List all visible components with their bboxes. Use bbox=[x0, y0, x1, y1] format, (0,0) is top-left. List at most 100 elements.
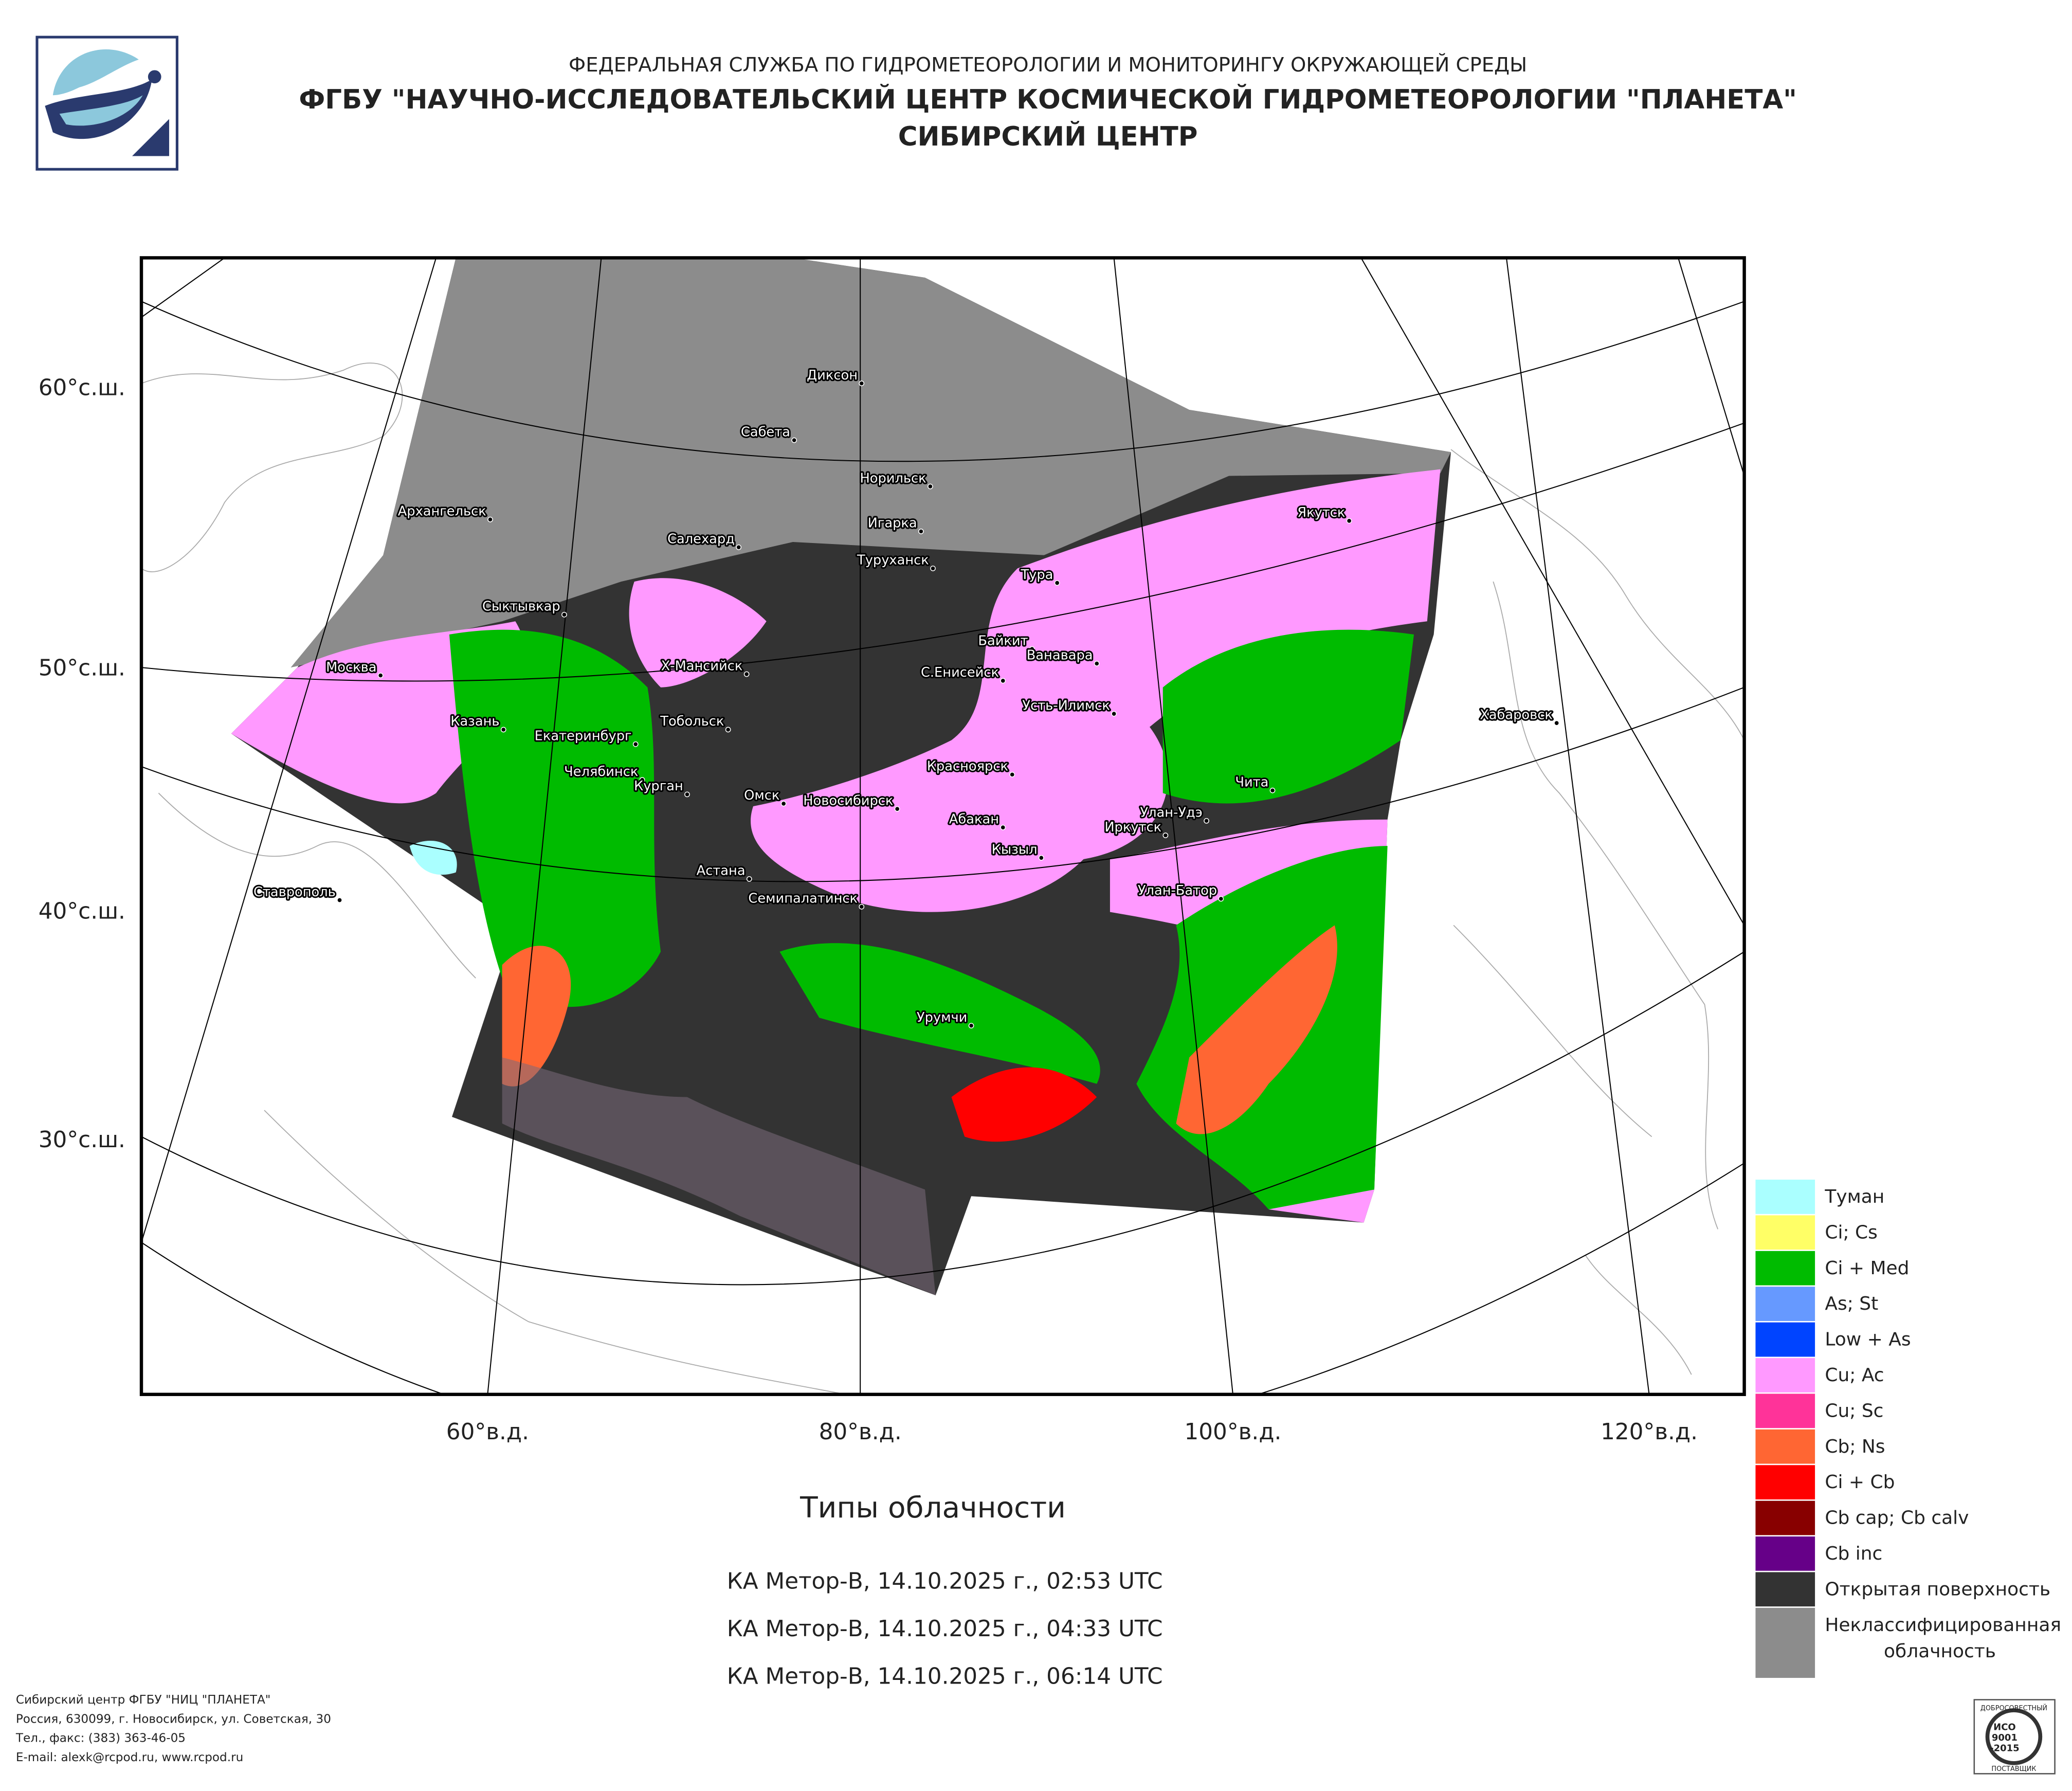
city-dot bbox=[639, 777, 645, 783]
city-dot bbox=[736, 544, 742, 550]
city-dot bbox=[377, 673, 384, 678]
map-frame bbox=[139, 256, 1746, 1396]
footer-line: Тел., факс: (383) 363-46-05 bbox=[15, 1732, 186, 1745]
city-dot bbox=[746, 876, 752, 882]
lon-label: 80°в.д. bbox=[819, 1419, 902, 1445]
city-dot bbox=[1038, 855, 1044, 861]
legend-label: Неклассифицированная bbox=[1825, 1615, 2061, 1636]
city-label: Якутск bbox=[1297, 505, 1345, 520]
passes: КА Метор-B, 14.10.2025 г., 02:53 UTC КА М… bbox=[727, 1568, 1163, 1690]
city-dot bbox=[791, 437, 797, 443]
footer-line: Сибирский центр ФГБУ "НИЦ "ПЛАНЕТА" bbox=[16, 1693, 271, 1707]
city-label: Москва bbox=[326, 660, 376, 675]
city-label: Чита bbox=[1235, 774, 1268, 790]
legend-label: Cu; Ac bbox=[1825, 1365, 1884, 1386]
city-label: Новосибирск bbox=[803, 793, 893, 808]
lat-label: 50°с.ш. bbox=[39, 655, 125, 681]
city-label: Туруханск bbox=[857, 553, 929, 568]
legend-label: Ci + Med bbox=[1825, 1258, 1909, 1279]
lon-label: 60°в.д. bbox=[446, 1419, 529, 1445]
city-label: Абакан bbox=[949, 811, 999, 827]
badge-standard: -2015 bbox=[1990, 1743, 2020, 1754]
pass-time: КА Метор-B, 14.10.2025 г., 06:14 UTC bbox=[727, 1663, 1163, 1690]
city-label: Семипалатинск bbox=[748, 891, 858, 907]
lon-label: 120°в.д. bbox=[1601, 1419, 1698, 1445]
cities: Диксон Сабета Норильск Архангельск Игарка Сал… bbox=[252, 366, 1560, 1029]
legend-label: Cu; Sc bbox=[1825, 1400, 1883, 1421]
cu-ac-area bbox=[751, 469, 1441, 912]
legend-swatch bbox=[1754, 1285, 1816, 1323]
city-label: Улан-Батор bbox=[1138, 883, 1217, 898]
city-dot bbox=[500, 727, 506, 733]
badge-top: ДОБРОСОВЕСТНЫЙ bbox=[1980, 1704, 2047, 1712]
city-dot bbox=[1000, 678, 1006, 684]
pass-time: КА Метор-B, 14.10.2025 г., 04:33 UTC bbox=[727, 1616, 1163, 1642]
legend-label: облачность bbox=[1884, 1641, 1996, 1662]
institute: ФГБУ "НАУЧНО-ИССЛЕДОВАТЕЛЬСКИЙ ЦЕНТР КОС… bbox=[299, 84, 1797, 115]
city-dot bbox=[859, 903, 865, 910]
badge-bottom: ПОСТАВЩИК bbox=[1991, 1765, 2036, 1773]
cb-ns-area bbox=[1176, 925, 1337, 1134]
city-label: Екатеринбург bbox=[535, 729, 632, 744]
city-dot bbox=[918, 529, 924, 534]
unclassified-area bbox=[290, 258, 1451, 668]
ci-med-area bbox=[449, 629, 661, 1007]
city-dot bbox=[743, 671, 750, 677]
city-dot bbox=[927, 483, 933, 490]
city-dot bbox=[1218, 896, 1224, 902]
city-dot bbox=[1346, 518, 1352, 524]
caption: Типы облачности bbox=[799, 1491, 1066, 1525]
center: СИБИРСКИЙ ЦЕНТР bbox=[898, 121, 1198, 152]
city-label: Кызыл bbox=[992, 842, 1038, 858]
badge-standard: 9001 bbox=[1992, 1732, 2018, 1743]
city-label: Красноярск bbox=[927, 759, 1008, 774]
header: ФЕДЕРАЛЬНАЯ СЛУЖБА ПО ГИДРОМЕТЕОРОЛОГИИ … bbox=[299, 52, 1797, 152]
city-dot bbox=[337, 897, 342, 903]
city-label: Сабета bbox=[741, 424, 790, 440]
legend-swatch bbox=[1754, 1428, 1816, 1466]
city-dot bbox=[1111, 711, 1117, 717]
city-dot bbox=[1094, 661, 1100, 666]
city-dot bbox=[487, 516, 493, 522]
city-label: Ставрополь bbox=[253, 884, 336, 900]
legend-swatch bbox=[1754, 1606, 1816, 1679]
legend-swatch bbox=[1754, 1535, 1816, 1572]
city-label: Иркутск bbox=[1104, 820, 1161, 835]
city-dot bbox=[1554, 720, 1560, 726]
city-dot bbox=[1162, 833, 1169, 838]
city-label: Архангельск bbox=[398, 504, 486, 519]
city-label: Тобольск bbox=[660, 714, 724, 729]
city-label: Салехард bbox=[667, 532, 735, 547]
city-label: Норильск bbox=[860, 471, 926, 486]
city-label: Курган bbox=[634, 779, 683, 794]
legend-swatch bbox=[1754, 1321, 1816, 1359]
lon-label: 100°в.д. bbox=[1184, 1419, 1281, 1445]
city-label: Х-Мансийск bbox=[661, 658, 743, 674]
lat-label: 40°с.ш. bbox=[39, 898, 125, 924]
footer: Сибирский центр ФГБУ "НИЦ "ПЛАНЕТА" Росси… bbox=[15, 1693, 331, 1764]
city-dot bbox=[684, 791, 690, 798]
city-label: С.Енисейск bbox=[921, 665, 999, 680]
legend-swatch bbox=[1754, 1499, 1816, 1537]
city-label: Астана bbox=[697, 863, 746, 879]
legend-swatch bbox=[1754, 1214, 1816, 1251]
city-label: Ванавара bbox=[1027, 648, 1093, 663]
legend-label: Cb inc bbox=[1825, 1543, 1882, 1564]
graticule-labels: 60°с.ш. 50°с.ш. 40°с.ш. 30°с.ш. 60°в.д. 80°в.… bbox=[39, 375, 1698, 1445]
city-label: Хабаровск bbox=[1480, 707, 1553, 722]
legend-label: Туман bbox=[1824, 1186, 1884, 1207]
legend-swatch bbox=[1754, 1570, 1816, 1608]
city-dot bbox=[725, 727, 731, 733]
city-label: Урумчи bbox=[917, 1010, 967, 1025]
city-label: Диксон bbox=[807, 368, 858, 383]
agency: ФЕДЕРАЛЬНАЯ СЛУЖБА ПО ГИДРОМЕТЕОРОЛОГИИ … bbox=[569, 52, 1527, 77]
pass-time: КА Метор-B, 14.10.2025 г., 02:53 UTC bbox=[727, 1568, 1163, 1595]
city-dot bbox=[1000, 824, 1006, 830]
legend-label: Открытая поверхность bbox=[1825, 1579, 2050, 1600]
caption-title: Типы облачности bbox=[799, 1491, 1066, 1525]
city-label: Байкит bbox=[978, 633, 1028, 648]
city-dot bbox=[1009, 771, 1015, 777]
legend-swatch bbox=[1754, 1250, 1816, 1287]
lat-label: 60°с.ш. bbox=[39, 375, 125, 401]
